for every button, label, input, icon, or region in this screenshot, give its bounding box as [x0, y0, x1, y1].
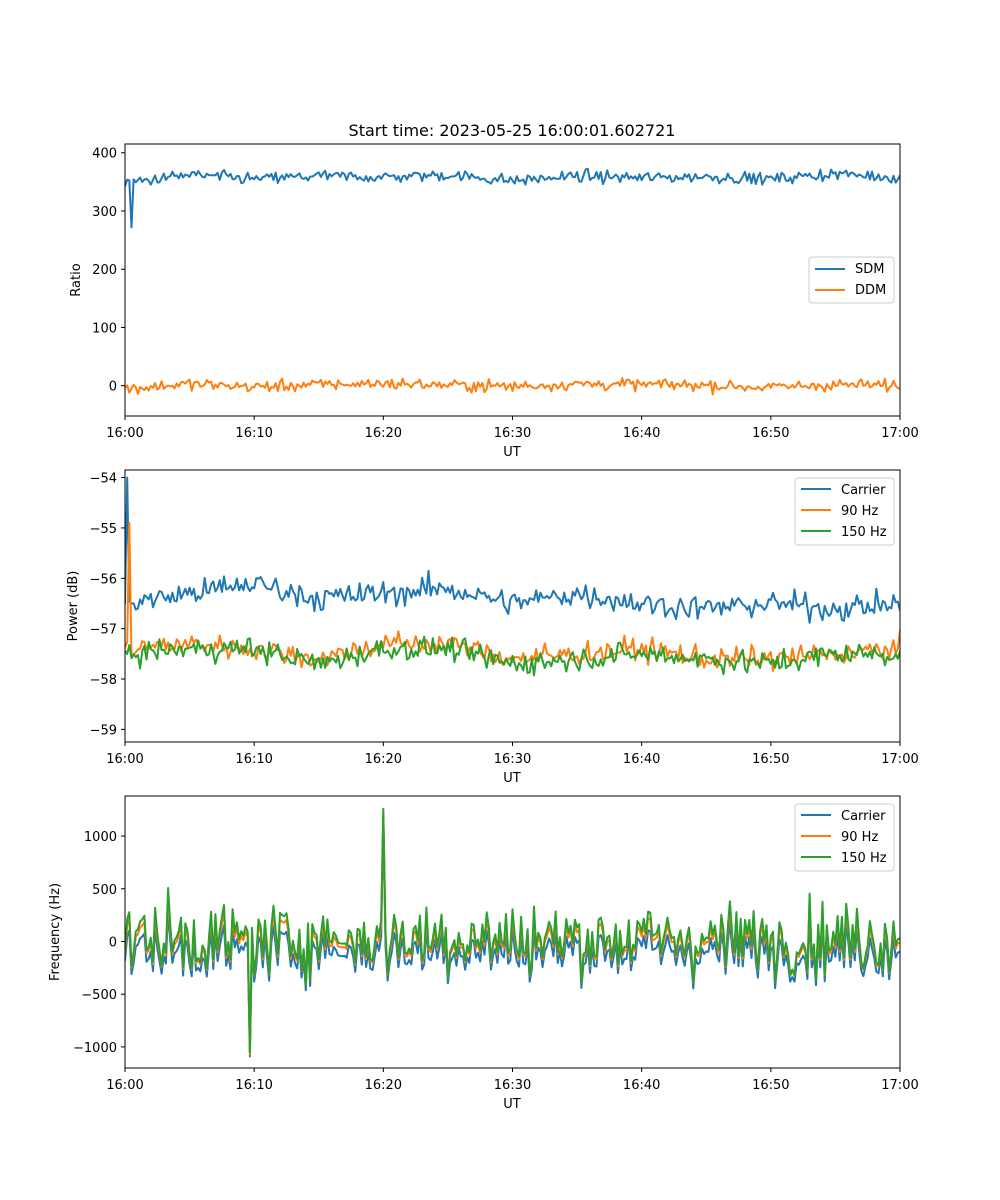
power-y-tick-label: −59 — [90, 723, 117, 738]
power-y-tick-label: −55 — [90, 522, 117, 537]
power-x-tick-label: 16:30 — [494, 752, 531, 767]
ratio-y-tick-label: 100 — [92, 321, 117, 336]
power-y-tick-label: −56 — [90, 572, 117, 587]
ratio-y-tick-label: 300 — [92, 205, 117, 220]
power-y-tick-label: −54 — [90, 472, 117, 487]
power-x-tick-label: 16:00 — [106, 752, 143, 767]
frequency-series-group — [125, 807, 900, 1058]
legend-ddm-label: DDM — [855, 283, 886, 298]
power-axes-frame — [124, 469, 901, 743]
ratio-y-tick-label: 0 — [109, 380, 117, 395]
frequency-x-tick-label: 16:50 — [752, 1078, 789, 1093]
ratio-ddm-line — [125, 377, 900, 396]
ratio-series-group — [125, 167, 900, 396]
legend-power-90hz-label: 90 Hz — [841, 504, 878, 519]
ratio-x-tick-label: 16:40 — [623, 426, 660, 441]
frequency-legend-box — [794, 803, 895, 872]
frequency-x-tick-label: 16:40 — [623, 1078, 660, 1093]
power-legend-box — [794, 477, 895, 546]
frequency-x-tick-label: 16:30 — [494, 1078, 531, 1093]
ratio-x-tick-label: 16:10 — [235, 426, 272, 441]
power-series-group — [125, 476, 900, 677]
legend-sdm-label: SDM — [855, 262, 884, 277]
ratio-legend: SDM DDM — [808, 256, 895, 304]
frequency-x-tick-label: 16:20 — [365, 1078, 402, 1093]
power-y-tick-label: −58 — [90, 673, 117, 688]
ratio-x-tick-label: 16:50 — [752, 426, 789, 441]
ratio-x-tick-label: 16:30 — [494, 426, 531, 441]
frequency-y-label: Frequency (Hz) — [48, 883, 63, 981]
legend-freq-150hz-label: 150 Hz — [841, 851, 887, 866]
legend-power-carrier-label: Carrier — [841, 483, 886, 498]
ratio-x-label: UT — [503, 445, 521, 460]
figure-title: Start time: 2023-05-25 16:00:01.602721 — [349, 121, 676, 140]
ratio-axes-frame — [124, 143, 901, 417]
frequency-panel: Frequency (Hz) UT 16:00 16:10 16:20 16:30 16… — [48, 795, 919, 1112]
frequency-legend: Carrier 90 Hz 150 Hz — [794, 803, 895, 872]
frequency-y-tick-label: −1000 — [73, 1041, 117, 1056]
frequency-y-tick-label: 500 — [92, 883, 117, 898]
power-panel: Power (dB) UT 16:00 16:10 16:20 16:30 16:40 1… — [66, 469, 919, 786]
power-x-tick-label: 16:40 — [623, 752, 660, 767]
frequency-x-tick-label: 16:00 — [106, 1078, 143, 1093]
frequency-y-tick-label: 0 — [109, 935, 117, 950]
power-legend: Carrier 90 Hz 150 Hz — [794, 477, 895, 546]
ratio-x-tick-label: 16:00 — [106, 426, 143, 441]
power-150-hz-line — [125, 635, 900, 677]
frequency-y-tick-label: 1000 — [84, 830, 117, 845]
power-y-tick-label: −57 — [90, 623, 117, 638]
ratio-y-tick-label: 400 — [92, 147, 117, 162]
power-x-tick-label: 16:10 — [235, 752, 272, 767]
ratio-x-tick-label: 16:20 — [365, 426, 402, 441]
ratio-sdm-line — [125, 167, 900, 229]
frequency-y-tick-label: −500 — [81, 988, 117, 1003]
ratio-y-tick-label: 200 — [92, 263, 117, 278]
ratio-x-tick-label: 17:00 — [881, 426, 918, 441]
frequency-x-tick-label: 17:00 — [881, 1078, 918, 1093]
ratio-y-label: Ratio — [69, 263, 84, 296]
power-x-tick-label: 16:50 — [752, 752, 789, 767]
power-x-tick-label: 17:00 — [881, 752, 918, 767]
power-y-label: Power (dB) — [66, 571, 81, 642]
power-x-label: UT — [503, 771, 521, 786]
ratio-panel: Ratio UT 16:00 16:10 16:20 16:30 16:40 16:50 1… — [69, 143, 919, 460]
power-carrier-line — [125, 476, 900, 624]
frequency-x-tick-label: 16:10 — [235, 1078, 272, 1093]
frequency-x-label: UT — [503, 1097, 521, 1112]
legend-power-150hz-label: 150 Hz — [841, 525, 887, 540]
legend-freq-carrier-label: Carrier — [841, 809, 886, 824]
legend-freq-90hz-label: 90 Hz — [841, 830, 878, 845]
frequency-150-hz-line — [125, 807, 900, 1054]
power-x-tick-label: 16:20 — [365, 752, 402, 767]
